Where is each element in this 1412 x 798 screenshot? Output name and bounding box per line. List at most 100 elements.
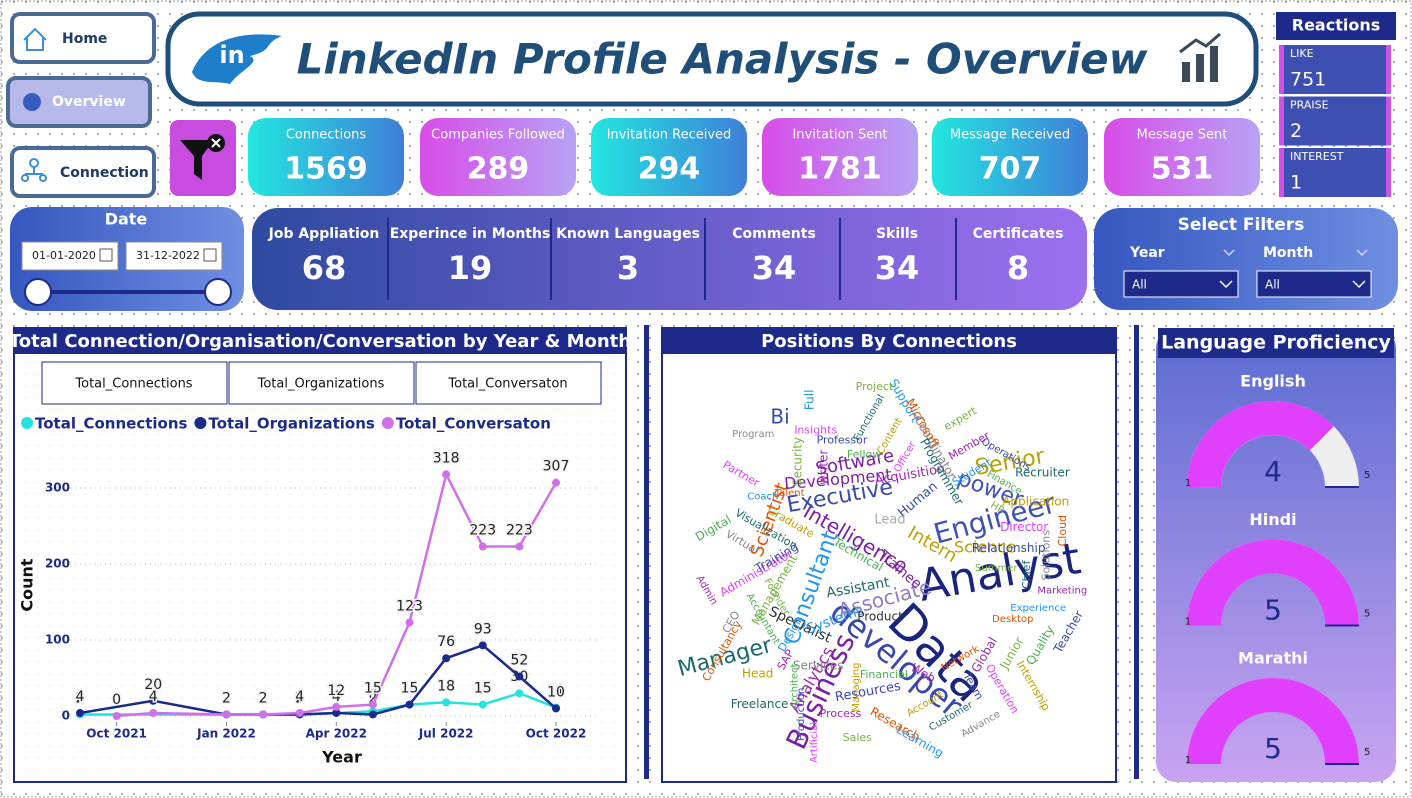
slider-handle[interactable] — [24, 278, 52, 306]
series-toggle[interactable] — [41, 361, 228, 405]
nav-label[interactable]: Overview — [52, 94, 126, 110]
word: Head — [742, 666, 773, 680]
data-label: 4 — [76, 689, 85, 705]
kpi-card — [932, 118, 1088, 196]
date-start[interactable]: 01-01-2020 — [32, 249, 96, 262]
stat-label: Experince in Months — [390, 226, 551, 242]
dropdown-value[interactable]: All — [1265, 278, 1280, 292]
data-label: 307 — [543, 459, 570, 475]
connection-icon — [21, 158, 47, 182]
series-toggle-label[interactable]: Total_Connections — [74, 377, 192, 392]
data-label: 2 — [222, 690, 231, 706]
x-axis-title: Year — [321, 748, 362, 767]
data-label: 4 — [332, 689, 341, 705]
data-point — [149, 696, 158, 705]
kpi-value: 294 — [638, 152, 701, 187]
filters-title: Select Filters — [1178, 215, 1305, 235]
nav-label[interactable]: Connection — [60, 165, 149, 181]
stat-label: Job Appliation — [268, 226, 380, 242]
header-title: LinkedIn Profile Analysis - Overview — [297, 35, 1148, 84]
date-end[interactable]: 31-12-2022 — [136, 249, 200, 262]
gauge-max: 5 — [1364, 470, 1370, 481]
word: Architect — [789, 664, 800, 709]
x-tick-label: Oct 2022 — [526, 727, 587, 741]
legend-marker — [21, 417, 33, 429]
series-toggle[interactable] — [415, 361, 602, 405]
legend-label: Total_Connections — [35, 415, 188, 433]
data-point — [222, 710, 231, 719]
slider-handle[interactable] — [204, 278, 232, 306]
kpi-card — [248, 118, 404, 196]
data-label: 2 — [259, 690, 268, 706]
x-tick-label: Jul 2022 — [418, 727, 474, 741]
gauge-min: 1 — [1185, 478, 1191, 489]
word: Experience — [1010, 603, 1066, 614]
word: Talent — [774, 488, 805, 499]
data-label: 52 — [510, 652, 528, 668]
word: Security — [790, 437, 804, 486]
data-point — [405, 700, 414, 709]
nav-label[interactable]: Home — [62, 31, 107, 47]
gauge-value: 5 — [1264, 732, 1282, 765]
word: Application — [1002, 494, 1069, 508]
chevron — [1356, 249, 1368, 257]
data-point — [515, 689, 524, 698]
date-input[interactable] — [21, 241, 119, 271]
data-label: 2 — [222, 690, 231, 706]
data-label: 20 — [144, 677, 162, 693]
word: Lead — [874, 513, 905, 528]
chevron — [1223, 249, 1235, 257]
data-label: 123 — [396, 599, 423, 615]
word: Financial — [860, 668, 908, 681]
date-input[interactable] — [125, 241, 223, 271]
word: Project — [856, 380, 894, 393]
clear-filter-button[interactable] — [170, 120, 236, 196]
chart-title-bar — [14, 328, 626, 354]
nav-overview[interactable]: Overview — [6, 76, 152, 128]
data-point — [368, 710, 377, 719]
data-point — [478, 641, 487, 650]
word: Sales — [843, 731, 873, 744]
logo-brush — [192, 34, 282, 84]
legend-marker — [194, 417, 207, 429]
y-tick-label: 0 — [62, 709, 70, 723]
kpi-card — [420, 118, 576, 196]
data-label: 12 — [327, 683, 345, 699]
word: Solutions — [1040, 530, 1053, 581]
kpi-value: 1781 — [798, 152, 882, 187]
wordcloud-panel — [661, 327, 1117, 783]
reaction-value: 1 — [1290, 172, 1302, 194]
gauge-fill — [1187, 401, 1334, 487]
gauge-name: Hindi — [1249, 510, 1296, 529]
word: Freelance — [731, 697, 789, 711]
data-point — [552, 478, 560, 487]
reaction-label: INTEREST — [1290, 150, 1344, 163]
nav-home[interactable]: Home — [10, 12, 156, 64]
dropdown-value[interactable]: All — [1132, 278, 1147, 292]
nav-button[interactable] — [6, 76, 152, 128]
wordcloud-title: Positions By Connections — [761, 331, 1017, 352]
series-toggle-label[interactable]: Total_Conversaton — [447, 377, 567, 392]
stat-label: Known Languages — [556, 226, 700, 242]
x-tick-label: Jan 2022 — [196, 727, 256, 741]
x-tick-label: Apr 2022 — [306, 727, 367, 741]
reaction-card — [1284, 45, 1386, 94]
nav-button[interactable] — [10, 12, 156, 64]
data-label: 76 — [437, 634, 455, 650]
gauge-min: 1 — [1185, 617, 1191, 628]
series-toggle[interactable] — [228, 361, 415, 405]
dropdown[interactable] — [1256, 270, 1372, 298]
word: Coach — [747, 492, 778, 503]
nav-connection[interactable]: Connection — [10, 146, 156, 198]
stat-value: 68 — [302, 249, 347, 287]
kpi-card — [762, 118, 918, 196]
nav-button[interactable] — [10, 146, 156, 198]
word: Director — [1000, 520, 1048, 534]
word: Professor — [817, 434, 868, 447]
header-box — [165, 11, 1259, 107]
data-label: 2 — [259, 690, 268, 706]
dropdown[interactable] — [1123, 270, 1239, 298]
series-toggle-label[interactable]: Total_Organizations — [257, 377, 385, 392]
